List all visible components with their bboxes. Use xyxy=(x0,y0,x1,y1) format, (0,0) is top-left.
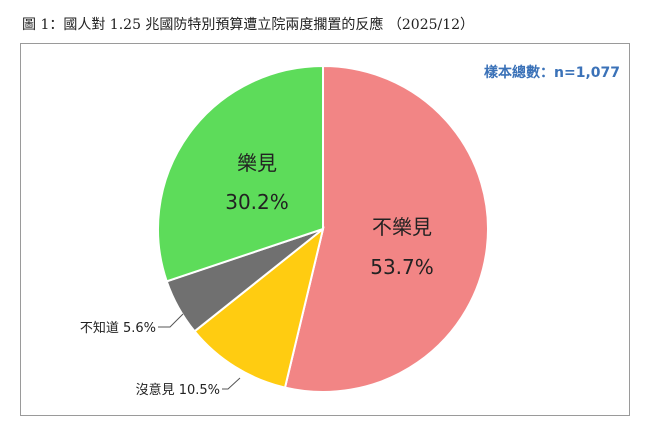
label-happy-name: 樂見 xyxy=(237,151,277,175)
label-unknown: 不知道 5.6% xyxy=(80,320,156,336)
pie-slices xyxy=(157,64,489,393)
label-no-opinion: 沒意見 10.5% xyxy=(136,382,220,398)
leader-unknown xyxy=(158,313,184,328)
label-unhappy-value: 53.7% xyxy=(370,255,434,279)
slice-happy xyxy=(157,64,324,283)
label-unhappy-name: 不樂見 xyxy=(372,215,432,239)
label-happy-value: 30.2% xyxy=(225,190,289,214)
leader-no-opinion xyxy=(222,377,241,390)
slice-no-opinion xyxy=(193,226,325,389)
sample-size-label: 樣本總數：n=1,077 xyxy=(484,65,620,81)
chart-frame xyxy=(20,43,630,416)
chart-title: 圖 1：國人對 1.25 兆國防特別預算遭立院兩度擱置的反應 （2025/12） xyxy=(22,17,475,33)
pie-labels: 不樂見 53.7% 樂見 30.2% 不知道 5.6% 沒意見 10.5% xyxy=(80,151,434,398)
slice-unhappy xyxy=(283,64,489,393)
